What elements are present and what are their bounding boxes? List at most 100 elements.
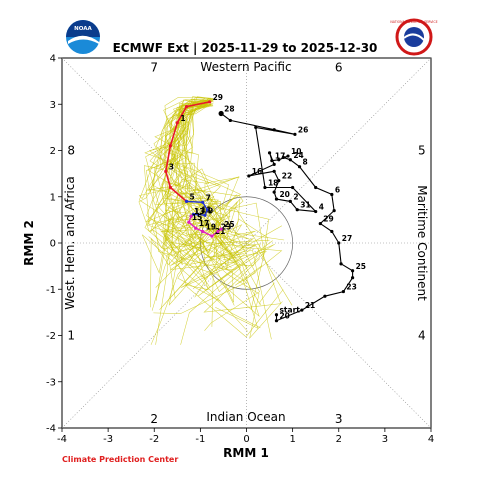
ensemble-member: [145, 100, 275, 306]
forecast-blue-day-label: 13: [194, 207, 204, 216]
observed-point: [267, 151, 272, 155]
observed-point: [272, 169, 276, 173]
ensemble-member: [148, 105, 252, 270]
x-axis-label: RMM 1: [223, 446, 269, 460]
observed-day-label: 31: [300, 201, 310, 210]
observed-point: [314, 209, 318, 214]
observed-point: [341, 289, 345, 294]
y-tick-label: 2: [50, 146, 56, 157]
observed-point: [330, 229, 334, 234]
y-tick-label: 3: [50, 100, 56, 111]
forecast-magenta-day-label: 23: [221, 222, 231, 231]
observed-point: [293, 132, 297, 136]
x-tick-label: -2: [149, 434, 159, 445]
observed-day-label: 22: [282, 172, 292, 181]
forecast-red-day-label: 1: [180, 114, 185, 123]
forecast-red-point: [208, 100, 212, 104]
observed-point: [300, 308, 304, 312]
observed-day-label: 4: [319, 203, 324, 212]
ensemble-member: [172, 98, 259, 329]
observed-point: [286, 154, 290, 158]
observed-point: [330, 192, 334, 197]
observed-point: [272, 190, 276, 194]
observed-point: [274, 319, 279, 323]
nws-logo: NATIONAL WEATHER SERVICE: [390, 18, 438, 56]
ensemble-member: [165, 103, 209, 266]
observed-day-label: 25: [356, 262, 366, 271]
forecast-blue-point: [196, 212, 200, 216]
y-tick-label: -2: [46, 331, 56, 342]
x-tick-label: 2: [336, 434, 342, 445]
observed-day-label: 20: [279, 190, 289, 199]
nws-logo-text: NATIONAL WEATHER SERVICE: [390, 20, 437, 24]
observed-day-label: 10: [291, 147, 301, 156]
y-tick-label: -3: [46, 377, 56, 388]
forecast-magenta-point: [219, 227, 223, 231]
ensemble-member: [147, 103, 245, 290]
phase-label: 3: [335, 412, 343, 426]
y-tick-label: 1: [50, 192, 56, 203]
observed-day-label: 17: [275, 152, 285, 161]
ensemble-member: [175, 99, 254, 280]
forecast-red-day-label: 3: [169, 162, 174, 171]
forecast-red-point: [184, 104, 189, 109]
observed-point: [288, 158, 292, 162]
forecast-magenta-day-label: 13: [194, 207, 204, 216]
chart-title: ECMWF Ext | 2025-11-29 to 2025-12-30: [113, 41, 378, 55]
y-tick-label: -4: [46, 424, 56, 435]
observed-point: [350, 269, 355, 273]
phase-label: 4: [418, 329, 426, 343]
region-label-right: Maritime Continent: [415, 185, 429, 301]
noaa-logo: NOAA: [66, 20, 100, 54]
forecast-magenta-day-label: 17: [199, 219, 209, 228]
observed-point: [337, 241, 341, 245]
observed-day-label: 20: [279, 312, 289, 321]
ensemble-member: [167, 100, 241, 345]
phase-label: 7: [150, 60, 158, 74]
observed-end-marker: [218, 110, 224, 117]
observed-day-label: 16: [252, 167, 262, 176]
y-tick-label: 4: [50, 54, 56, 65]
x-tick-label: 1: [289, 434, 295, 445]
observed-point: [277, 178, 281, 183]
phase-label: 6: [335, 60, 343, 74]
forecast-blue-point: [205, 208, 209, 212]
ensemble-member: [156, 105, 284, 338]
observed-day-label: 29: [323, 215, 333, 224]
observed-point: [270, 159, 274, 163]
ensemble-member: [174, 104, 283, 282]
x-tick-label: -4: [57, 434, 67, 445]
x-tick-label: 3: [382, 434, 388, 445]
observed-point: [291, 185, 295, 190]
x-tick-label: -3: [103, 434, 113, 445]
observed-point: [297, 165, 302, 169]
observed-point: [295, 208, 299, 212]
ensemble-member: [168, 96, 238, 306]
forecast-magenta-day-label: 15: [192, 213, 202, 222]
observed-day-label: start: [279, 306, 300, 315]
forecast-magenta-day-label: 19: [206, 222, 216, 231]
observed-day-label: 24: [293, 151, 303, 160]
forecast-blue-point: [191, 212, 196, 216]
guide-lines: [61, 57, 432, 429]
region-label-left: West. Hem. and Africa: [63, 176, 77, 309]
ensemble-member: [152, 99, 270, 310]
observed-point: [332, 209, 336, 213]
observed-point: [314, 185, 318, 190]
observed-day-label: 28: [224, 105, 234, 114]
phase-label: 1: [67, 329, 75, 343]
forecast-magenta-point: [194, 226, 198, 230]
observed-point: [288, 199, 292, 203]
noaa-logo-text: NOAA: [74, 26, 92, 32]
ensemble-member: [153, 99, 247, 314]
observed-day-label: 8: [303, 158, 308, 167]
ensemble-member: [180, 105, 293, 306]
ensemble-member: [166, 100, 217, 264]
ensemble-member: [171, 104, 267, 293]
region-labels: Western Pacific Indian Ocean West. Hem. …: [63, 60, 429, 424]
region-label-bottom: Indian Ocean: [206, 410, 285, 424]
observed-point: [339, 262, 343, 266]
observed-point: [281, 155, 285, 160]
phase-label: 8: [67, 144, 75, 158]
